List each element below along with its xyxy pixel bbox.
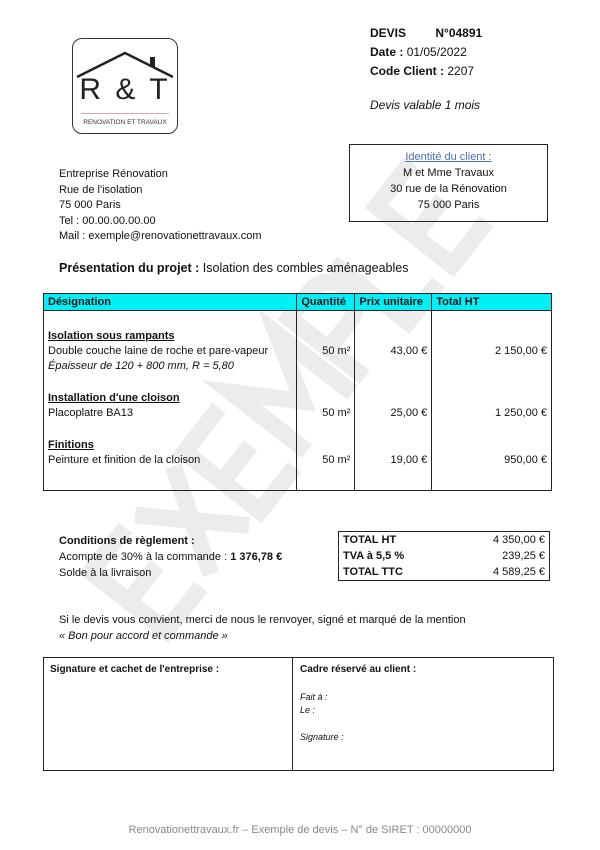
- devis-number: N°04891: [435, 26, 483, 40]
- header-designation: Désignation: [42, 293, 298, 311]
- company-name: Entreprise Rénovation: [59, 168, 168, 180]
- client-city: 75 000 Paris: [417, 199, 480, 211]
- company-info: Entreprise Rénovation Rue de l'isolation…: [59, 167, 262, 245]
- item-qty: 50 m²: [296, 374, 356, 421]
- payment-conditions: Conditions de règlement : Acompte de 30%…: [59, 533, 282, 581]
- date-value: 01/05/2022: [406, 45, 467, 59]
- item-qty: 50 m²: [296, 310, 356, 374]
- table-row: Isolation sous rampants Double couche la…: [42, 310, 552, 374]
- total-label: TOTAL HT: [343, 534, 397, 546]
- client-code-label: Code Client :: [370, 64, 444, 78]
- project-value: Isolation des combles aménageables: [202, 261, 409, 275]
- table-header: Désignation Quantité Prix unitaire Total…: [42, 293, 552, 311]
- house-roof-icon: [76, 51, 174, 79]
- validity: Devis valable 1 mois: [370, 98, 481, 112]
- item-total: 950,00 €: [431, 421, 552, 468]
- client-name: M et Mme Travaux: [402, 167, 495, 179]
- item-desc: Peinture et finition de la cloison: [48, 454, 201, 466]
- client-area-label: Cadre réservé au client :: [300, 664, 417, 675]
- item-total: 1 250,00 €: [431, 374, 552, 421]
- item-unit-price: 19,00 €: [354, 421, 433, 468]
- acceptance-line: Si le devis vous convient, merci de nous…: [59, 614, 466, 626]
- totals-row: TOTAL TTC 4 589,25 €: [339, 564, 550, 581]
- item-total: 2 150,00 €: [431, 310, 552, 374]
- devis-title: DEVIS N°04891: [370, 24, 482, 43]
- total-label: TOTAL TTC: [343, 566, 403, 578]
- logo-subtitle: RENOVATION ET TRAVAUX: [83, 119, 167, 126]
- client-title: Identité du client :: [405, 151, 492, 163]
- table-row: Finitions Peinture et finition de la clo…: [42, 421, 552, 468]
- company-tel: Tel : 00.00.00.00.00: [59, 214, 156, 227]
- item-desc: Double couche laine de roche et pare-vap…: [48, 345, 269, 357]
- company-street: Rue de l'isolation: [59, 183, 143, 196]
- deposit-label: Acompte de 30% à la commande :: [59, 551, 228, 563]
- total-value: 4 350,00 €: [493, 534, 545, 546]
- totals-row: TVA à 5,5 % 239,25 €: [339, 548, 550, 564]
- item-note: Épaisseur de 120 + 800 mm, R = 5,80: [48, 360, 234, 372]
- company-signature-area: Signature et cachet de l'entreprise :: [44, 658, 293, 770]
- item-title: Installation d'une cloison: [48, 392, 180, 404]
- header-total: Total HT: [431, 293, 552, 311]
- item-unit-price: 25,00 €: [354, 374, 433, 421]
- item-qty: 50 m²: [296, 421, 356, 468]
- acceptance-mention: « Bon pour accord et commande »: [59, 630, 228, 642]
- header-unit-price: Prix unitaire: [354, 293, 433, 311]
- client-street: 30 rue de la Rénovation: [390, 183, 507, 195]
- company-signature-label: Signature et cachet de l'entreprise :: [50, 664, 220, 675]
- totals-table: TOTAL HT 4 350,00 € TVA à 5,5 % 239,25 € T…: [338, 531, 550, 581]
- company-city: 75 000 Paris: [59, 199, 121, 211]
- item-unit-price: 43,00 €: [354, 310, 433, 374]
- totals-row: TOTAL HT 4 350,00 €: [339, 532, 550, 549]
- company-logo: R & T RENOVATION ET TRAVAUX: [72, 38, 178, 134]
- client-signature-label: Signature :: [300, 732, 344, 742]
- project-presentation: Présentation du projet : Isolation des c…: [59, 261, 408, 275]
- deposit-value: 1 376,78 €: [230, 551, 283, 563]
- total-value: 4 589,25 €: [493, 566, 545, 578]
- date-line: Date : 01/05/2022: [370, 43, 467, 62]
- total-label: TVA à 5,5 %: [343, 550, 405, 562]
- table-row: Installation d'une cloison Placoplatre B…: [42, 374, 552, 421]
- acceptance-text: Si le devis vous convient, merci de nous…: [59, 612, 466, 644]
- items-table: Désignation Quantité Prix unitaire Total…: [42, 293, 552, 491]
- signature-box: Signature et cachet de l'entreprise : Ca…: [43, 657, 554, 771]
- date-sign-label: Le :: [300, 705, 316, 715]
- item-title: Isolation sous rampants: [48, 330, 175, 342]
- date-label: Date :: [370, 45, 404, 59]
- payment-title: Conditions de règlement :: [59, 535, 195, 547]
- footer: Renovationettravaux.fr – Exemple de devi…: [128, 824, 472, 836]
- company-mail: Mail : exemple@renovationettravaux.com: [59, 230, 262, 242]
- logo-initials: R & T: [79, 73, 171, 106]
- item-title: Finitions: [48, 439, 94, 451]
- fait-a-label: Fait à :: [300, 692, 328, 702]
- devis-label: DEVIS: [370, 26, 407, 40]
- project-label: Présentation du projet :: [59, 261, 200, 275]
- total-value: 239,25 €: [502, 550, 545, 562]
- balance-text: Solde à la livraison: [59, 567, 152, 579]
- header-quantity: Quantité: [296, 293, 356, 311]
- client-box: Identité du client : M et Mme Travaux 30…: [349, 144, 548, 222]
- logo-divider: [81, 113, 169, 114]
- client-code-value: 2207: [447, 64, 475, 78]
- client-code-line: Code Client : 2207: [370, 62, 474, 81]
- item-desc: Placoplatre BA13: [48, 407, 133, 419]
